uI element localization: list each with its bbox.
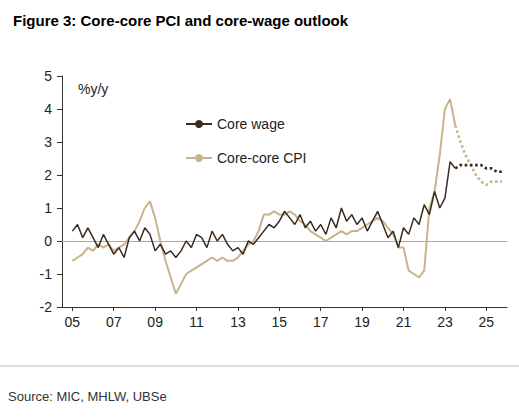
- svg-text:05: 05: [65, 314, 81, 330]
- svg-text:Core wage: Core wage: [217, 116, 285, 132]
- svg-text:Figure 3: Core-core PCI and co: Figure 3: Core-core PCI and core-wage ou…: [13, 12, 349, 29]
- svg-text:15: 15: [272, 314, 288, 330]
- svg-text:21: 21: [396, 314, 412, 330]
- svg-text:3: 3: [44, 134, 52, 150]
- svg-text:17: 17: [313, 314, 329, 330]
- svg-text:07: 07: [106, 314, 122, 330]
- svg-text:4: 4: [44, 101, 52, 117]
- svg-text:5: 5: [44, 68, 52, 84]
- svg-text:1: 1: [44, 200, 52, 216]
- svg-text:-2: -2: [40, 299, 53, 315]
- svg-text:09: 09: [147, 314, 163, 330]
- svg-text:-1: -1: [40, 266, 53, 282]
- svg-text:2: 2: [44, 167, 52, 183]
- svg-text:11: 11: [189, 314, 204, 330]
- svg-text:Source: MIC, MHLW, UBSe: Source: MIC, MHLW, UBSe: [8, 389, 167, 404]
- svg-text:0: 0: [44, 233, 52, 249]
- svg-text:23: 23: [437, 314, 453, 330]
- svg-text:%y/y: %y/y: [78, 81, 108, 97]
- svg-text:13: 13: [230, 314, 246, 330]
- svg-text:19: 19: [354, 314, 370, 330]
- svg-text:25: 25: [479, 314, 495, 330]
- svg-text:Core-core CPI: Core-core CPI: [217, 150, 306, 166]
